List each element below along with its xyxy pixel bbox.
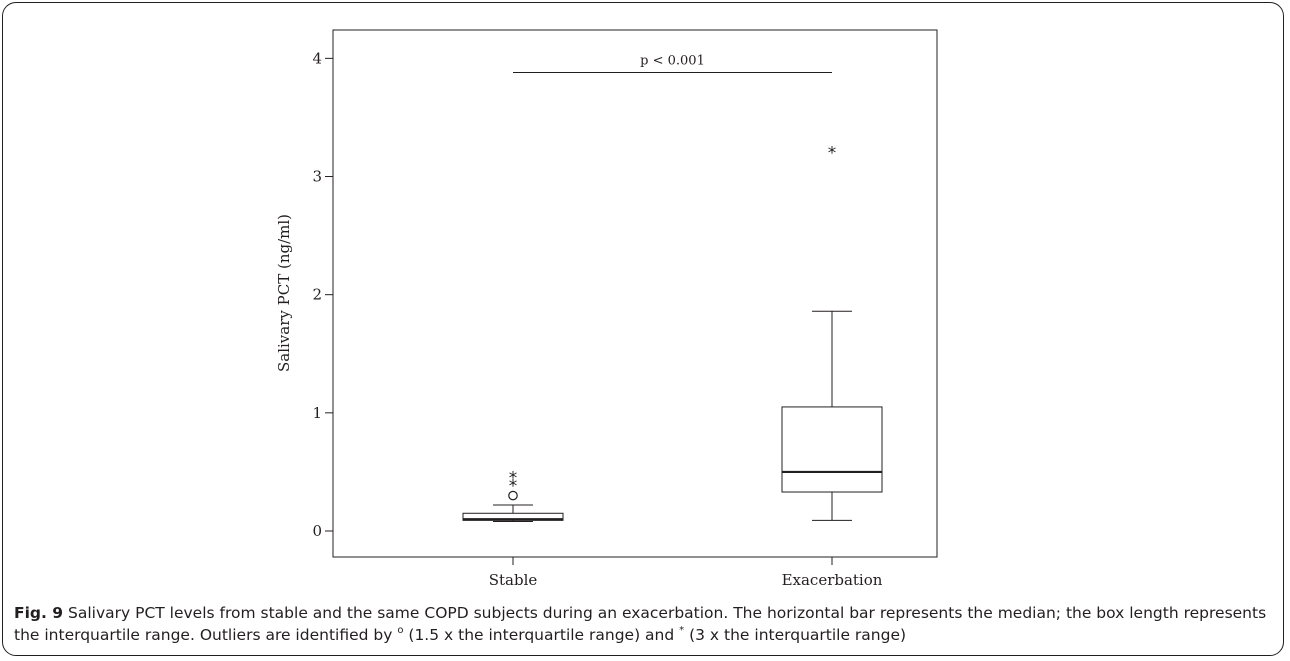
caption-text-1: Salivary PCT levels from stable and the … [14, 604, 1267, 644]
caption-text-2: (1.5 x the interquartile range) and [403, 626, 680, 644]
iqr-box [781, 406, 883, 493]
boxes: *** [462, 144, 883, 523]
y-axis: 0 1 2 3 4 [312, 49, 333, 540]
y-tick-label: 2 [312, 286, 322, 304]
figure-label: Fig. 9 [14, 604, 64, 622]
significance-label: p < 0.001 [640, 54, 705, 69]
box-stable: ** [462, 468, 564, 523]
annotations: p < 0.001 [513, 54, 832, 74]
y-tick-label: 4 [312, 49, 322, 67]
x-axis: Stable Exacerbation [489, 557, 883, 589]
figure-caption: Fig. 9 Salivary PCT levels from stable a… [14, 602, 1274, 646]
x-tick-label: Exacerbation [782, 571, 883, 589]
extreme-outlier-point: * [828, 144, 837, 164]
extreme-outlier-point: * [509, 477, 518, 497]
extreme-outlier-point: * [509, 468, 518, 488]
y-tick-label: 3 [312, 168, 322, 186]
caption-text-3: (3 x the interquartile range) [684, 626, 907, 644]
mild-outlier-symbol: o [397, 625, 404, 636]
box-exacerbation: * [781, 144, 883, 521]
extreme-outlier-symbol: * [679, 625, 685, 636]
iqr-box [462, 512, 564, 521]
x-tick-label: Stable [489, 571, 538, 589]
y-tick-label: 1 [312, 404, 322, 422]
plot-area-frame [332, 29, 938, 558]
y-axis-label: Salivary PCT (ng/ml) [275, 214, 293, 372]
mild-outlier-point [508, 490, 518, 501]
y-tick-label: 0 [312, 522, 322, 540]
